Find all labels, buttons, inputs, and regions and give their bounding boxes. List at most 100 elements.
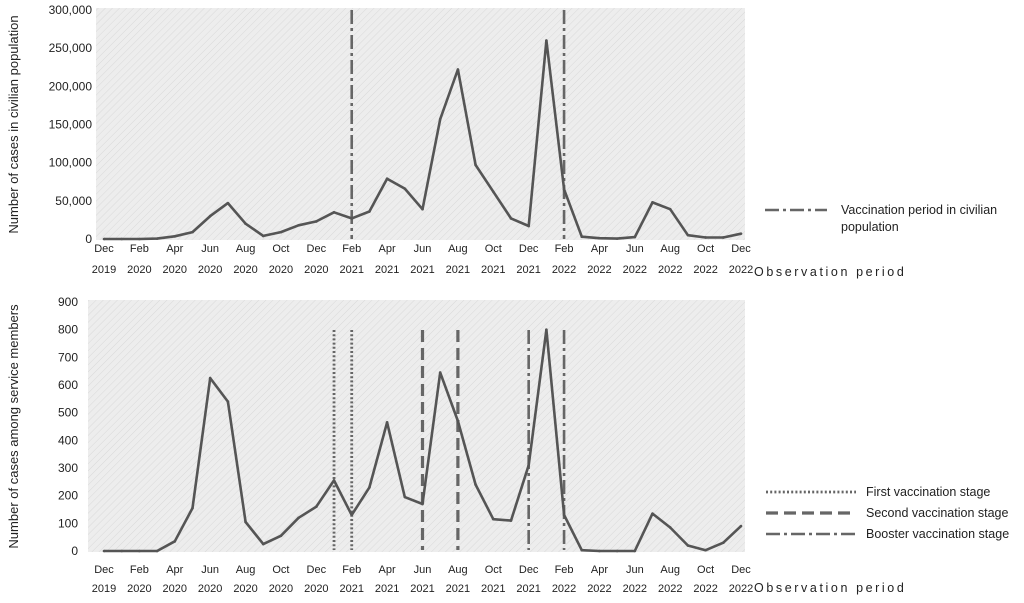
x-tick-label-year: 2020	[198, 583, 222, 595]
x-tick-label-month: Apr	[166, 243, 183, 255]
x-tick-label-year: 2021	[339, 583, 363, 595]
data-point	[315, 505, 318, 509]
x-tick-label-year: 2020	[304, 264, 328, 276]
x-tick-label-month: Aug	[236, 564, 256, 576]
x-tick-label-year: 2020	[127, 264, 151, 276]
x-tick-label-month: Aug	[660, 243, 680, 255]
data-point	[421, 207, 424, 211]
x-tick-label-year: 2021	[446, 264, 470, 276]
x-tick-label-month: Aug	[448, 243, 468, 255]
data-point	[456, 419, 460, 423]
x-tick-label-month: Feb	[342, 564, 361, 576]
data-point	[562, 513, 566, 517]
data-point	[155, 549, 159, 553]
x-tick-label-year: 2022	[658, 583, 682, 595]
data-point	[155, 237, 159, 240]
x-tick-label-month: Apr	[591, 564, 608, 576]
data-point	[739, 524, 743, 528]
data-point	[739, 232, 743, 235]
x-tick-label-month: Oct	[272, 243, 289, 255]
x-tick-label-month: Aug	[236, 243, 256, 255]
x-tick-label-month: Feb	[130, 564, 149, 576]
x-axis-title: Observation period	[754, 265, 906, 279]
data-point	[491, 517, 495, 521]
x-tick-label-year: 2021	[516, 583, 540, 595]
plot-area	[88, 300, 745, 552]
data-point	[633, 549, 637, 553]
x-tick-label-year: 2019	[92, 264, 116, 276]
data-point	[686, 233, 690, 237]
x-tick-label-year: 2022	[623, 583, 647, 595]
x-axis-title: Observation period	[754, 581, 906, 595]
data-point	[332, 210, 336, 214]
data-point	[208, 214, 212, 218]
x-tick-label-month: Jun	[201, 243, 219, 255]
x-tick-label-year: 2022	[623, 264, 647, 276]
y-tick-label: 100,000	[49, 156, 93, 170]
data-point	[668, 207, 672, 211]
data-point	[385, 177, 389, 180]
plot-area	[96, 8, 745, 240]
x-tick-label-year: 2020	[127, 583, 151, 595]
data-point	[651, 512, 654, 515]
x-tick-label-month: Apr	[166, 564, 183, 576]
x-tick-label-month: Oct	[272, 564, 289, 576]
x-tick-label-year: 2022	[552, 264, 576, 276]
data-point	[138, 549, 141, 553]
x-tick-label-month: Feb	[555, 564, 574, 576]
legend-label: Booster vaccination stage	[866, 527, 1009, 541]
data-point	[527, 463, 530, 467]
data-point	[615, 549, 619, 553]
data-point	[191, 230, 194, 234]
data-point	[615, 237, 619, 240]
data-point	[598, 549, 601, 553]
data-point	[191, 506, 194, 510]
legend-label: population	[841, 220, 899, 234]
x-tick-label-month: Feb	[130, 243, 149, 255]
x-tick-label-year: 2021	[375, 264, 399, 276]
data-point	[545, 39, 548, 42]
y-tick-label: 100	[58, 516, 78, 530]
y-tick-label: 150,000	[49, 118, 93, 132]
data-point	[545, 328, 548, 331]
x-tick-label-month: Dec	[94, 564, 114, 576]
x-tick-label-month: Oct	[485, 564, 502, 576]
data-point	[173, 540, 177, 543]
chart-panel-2: 0 100 200 300 400 500 600 700 800 900 Number of ca…	[6, 295, 1009, 595]
data-point	[403, 495, 407, 499]
legend-label: Second vaccination stage	[866, 506, 1009, 520]
data-point	[722, 236, 725, 239]
y-tick-label: 50,000	[55, 194, 92, 208]
y-tick-label: 300	[58, 461, 78, 475]
data-point	[120, 549, 123, 553]
y-axis-title: Number of cases among service members	[6, 304, 21, 549]
y-tick-label: 700	[58, 350, 78, 364]
x-tick-label-month: Feb	[342, 243, 361, 255]
x-tick-label-month: Apr	[591, 243, 608, 255]
data-point	[244, 520, 247, 524]
x-tick-label-year: 2021	[410, 264, 434, 276]
legend-label: Vaccination period in civilian	[841, 203, 997, 217]
x-tick-label-year: 2022	[729, 583, 753, 595]
y-tick-label: 900	[58, 295, 78, 309]
data-point	[385, 421, 389, 424]
x-tick-label-year: 2022	[552, 583, 576, 595]
data-point	[332, 479, 336, 482]
x-tick-label-month: Apr	[379, 243, 396, 255]
data-point	[704, 236, 707, 239]
x-tick-label-month: Dec	[519, 564, 539, 576]
data-point	[102, 549, 106, 553]
x-tick-label-year: 2022	[693, 583, 717, 595]
x-tick-label-month: Jun	[626, 243, 644, 255]
data-point	[491, 190, 495, 193]
data-point	[173, 235, 177, 238]
x-tick-label-year: 2022	[587, 264, 611, 276]
data-point	[279, 534, 283, 538]
x-tick-label-year: 2022	[658, 264, 682, 276]
x-tick-label-year: 2022	[693, 264, 717, 276]
y-tick-label: 300,000	[49, 3, 93, 17]
x-tick-label-year: 2020	[163, 583, 187, 595]
data-point	[226, 201, 230, 205]
x-tick-label-year: 2021	[481, 264, 505, 276]
